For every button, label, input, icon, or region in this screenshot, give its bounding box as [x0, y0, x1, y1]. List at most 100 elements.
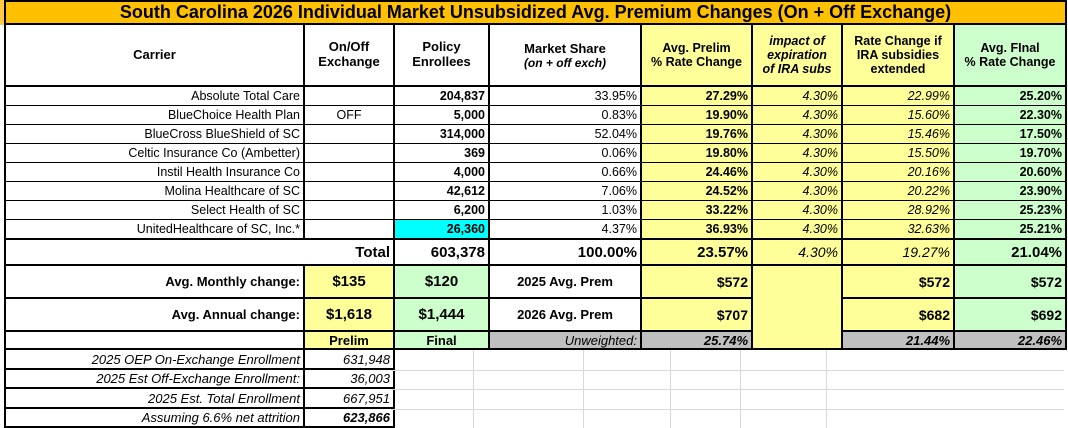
final-rate-cell: 20.60%	[955, 163, 1067, 182]
note-label: 2025 OEP On-Exchange Enrollment	[4, 350, 305, 370]
prem-2025-label: 2025 Avg. Prem	[490, 266, 642, 299]
unweighted-if-extended: 21.44%	[843, 332, 955, 350]
table-row: BlueChoice Health Plan OFF 5,000 0.83% 1…	[4, 106, 1068, 125]
empty-area	[395, 370, 1067, 389]
onoff-cell	[305, 220, 395, 240]
onoff-cell	[305, 125, 395, 144]
final-rate-cell: 23.90%	[955, 182, 1067, 201]
annual-change-label: Avg. Annual change:	[4, 299, 305, 332]
note-row: Assuming 6.6% net attrition 623,866	[4, 409, 1068, 428]
prem-2026-if-extended: $682	[843, 299, 955, 332]
market-share-cell: 0.06%	[490, 144, 642, 163]
corner-cell-fill	[0, 0, 5, 25]
table-row: Celtic Insurance Co (Ambetter) 369 0.06%…	[4, 144, 1068, 163]
onoff-cell	[305, 201, 395, 220]
enrollees-cell-highlighted: 26,360	[395, 220, 490, 240]
prem-2025-final: $572	[955, 266, 1067, 299]
unweighted-label: Unweighted:	[490, 332, 642, 350]
enrollees-cell: 4,000	[395, 163, 490, 182]
annual-prelim-amount: $1,618	[305, 299, 395, 332]
rate-if-extended-cell: 20.22%	[843, 182, 955, 201]
ira-impact-merged-cell	[753, 299, 843, 332]
prelim-rate-cell: 27.29%	[642, 87, 753, 106]
market-share-cell: 0.66%	[490, 163, 642, 182]
prelim-rate-cell: 36.93%	[642, 220, 753, 240]
table-row: Absolute Total Care 204,837 33.95% 27.29…	[4, 87, 1068, 106]
prem-2025-if-extended: $572	[843, 266, 955, 299]
carrier-cell: BlueCross BlueShield of SC	[4, 125, 305, 144]
rate-if-extended-cell: 32.63%	[843, 220, 955, 240]
enrollees-cell: 204,837	[395, 87, 490, 106]
onoff-cell	[305, 182, 395, 201]
col-header-carrier: Carrier	[4, 25, 305, 87]
note-value: 631,948	[305, 350, 395, 370]
market-share-sublabel: (on + off exch)	[523, 55, 607, 70]
carrier-cell: Celtic Insurance Co (Ambetter)	[4, 144, 305, 163]
market-share-cell: 1.03%	[490, 201, 642, 220]
total-final-rate-cell: 21.04%	[955, 240, 1067, 266]
table-row: Instil Health Insurance Co 4,000 0.66% 2…	[4, 163, 1068, 182]
final-rate-cell: 17.50%	[955, 125, 1067, 144]
note-label: Assuming 6.6% net attrition	[4, 409, 305, 428]
onoff-cell: OFF	[305, 106, 395, 125]
unweighted-row: Prelim Final Unweighted: 25.74% 21.44% 2…	[4, 332, 1068, 350]
col-header-ira-impact: impact of expiration of IRA subs	[753, 25, 843, 87]
rate-if-extended-cell: 22.99%	[843, 87, 955, 106]
col-header-market-share: Market Share (on + off exch)	[490, 25, 642, 87]
note-row: 2025 Est. Total Enrollment 667,951	[4, 389, 1068, 409]
market-share-cell: 33.95%	[490, 87, 642, 106]
note-row: 2025 OEP On-Exchange Enrollment 631,948	[4, 350, 1068, 370]
table-row: Molina Healthcare of SC 42,612 7.06% 24.…	[4, 182, 1068, 201]
prelim-rate-cell: 24.52%	[642, 182, 753, 201]
market-share-label: Market Share	[524, 40, 606, 56]
rate-if-extended-cell: 28.92%	[843, 201, 955, 220]
carrier-cell: Select Health of SC	[4, 201, 305, 220]
monthly-prelim-amount: $135	[305, 266, 395, 299]
table-title: South Carolina 2026 Individual Market Un…	[4, 0, 1067, 25]
empty-area	[395, 409, 1067, 428]
enrollees-cell: 42,612	[395, 182, 490, 201]
final-rate-cell: 25.20%	[955, 87, 1067, 106]
note-label: 2025 Est Off-Exchange Enrollment:	[4, 370, 305, 389]
prelim-rate-cell: 19.76%	[642, 125, 753, 144]
market-share-cell: 52.04%	[490, 125, 642, 144]
ira-impact-cell: 4.30%	[753, 201, 843, 220]
empty-area	[395, 350, 1067, 370]
ira-impact-cell: 4.30%	[753, 144, 843, 163]
onoff-cell	[305, 87, 395, 106]
rate-if-extended-cell: 15.50%	[843, 144, 955, 163]
market-share-cell: 7.06%	[490, 182, 642, 201]
enrollees-cell: 314,000	[395, 125, 490, 144]
ira-impact-cell: 4.30%	[753, 125, 843, 144]
prelim-rate-cell: 24.46%	[642, 163, 753, 182]
note-label: 2025 Est. Total Enrollment	[4, 389, 305, 409]
table-row: UnitedHealthcare of SC, Inc.* 26,360 4.3…	[4, 220, 1068, 240]
empty-cell	[4, 332, 305, 350]
ira-impact-cell: 4.30%	[753, 220, 843, 240]
onoff-cell	[305, 163, 395, 182]
total-enrollees-cell: 603,378	[395, 240, 490, 266]
unweighted-final: 22.46%	[955, 332, 1067, 350]
final-column-tag: Final	[395, 332, 490, 350]
monthly-change-row: Avg. Monthly change: $135 $120 2025 Avg.…	[4, 266, 1068, 299]
final-rate-cell: 22.30%	[955, 106, 1067, 125]
empty-area	[395, 389, 1067, 409]
total-ira-impact-cell: 4.30%	[753, 240, 843, 266]
rate-if-extended-cell: 15.60%	[843, 106, 955, 125]
premium-change-table: South Carolina 2026 Individual Market Un…	[4, 0, 1068, 428]
enrollees-cell: 5,000	[395, 106, 490, 125]
ira-impact-cell: 4.30%	[753, 106, 843, 125]
monthly-final-amount: $120	[395, 266, 490, 299]
prelim-rate-cell: 33.22%	[642, 201, 753, 220]
prem-2025-prelim: $572	[642, 266, 753, 299]
carrier-cell: BlueChoice Health Plan	[4, 106, 305, 125]
prelim-rate-cell: 19.80%	[642, 144, 753, 163]
col-header-avg-prelim: Avg. Prelim % Rate Change	[642, 25, 753, 87]
prem-2026-label: 2026 Avg. Prem	[490, 299, 642, 332]
prelim-column-tag: Prelim	[305, 332, 395, 350]
market-share-cell: 4.37%	[490, 220, 642, 240]
ira-impact-cell: 4.30%	[753, 87, 843, 106]
rate-if-extended-cell: 15.46%	[843, 125, 955, 144]
total-row: Total 603,378 100.00% 23.57% 4.30% 19.27…	[4, 240, 1068, 266]
